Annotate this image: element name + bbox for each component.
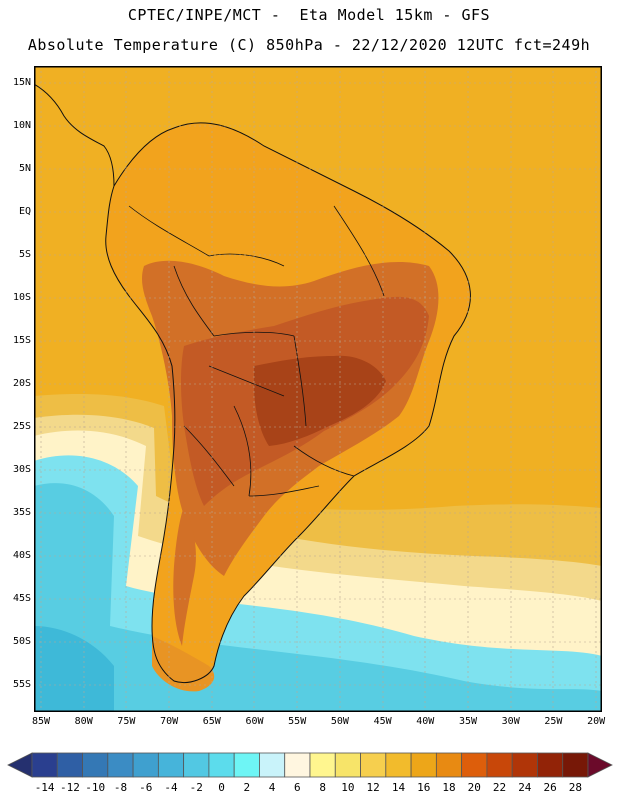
- longitude-label: 70W: [160, 716, 179, 727]
- longitude-label: 25W: [544, 716, 563, 727]
- colorbar-label: 0: [218, 781, 225, 794]
- latitude-label: 10S: [12, 292, 31, 303]
- longitude-label: 60W: [245, 716, 264, 727]
- colorbar-max-arrow: [587, 752, 613, 778]
- colorbar-label: 28: [568, 781, 582, 794]
- latitude-label: 30S: [12, 464, 31, 475]
- latitude-label: 25S: [12, 421, 31, 432]
- colorbar-swatch: [360, 752, 387, 778]
- colorbar-swatch: [461, 752, 488, 778]
- longitude-label: 20W: [587, 716, 606, 727]
- map-border: [34, 66, 602, 712]
- patagonia-tip: [152, 636, 215, 692]
- colorbar-label: 22: [492, 781, 507, 794]
- latitude-label: 15S: [12, 335, 31, 346]
- colorbar-label: 2: [243, 781, 251, 794]
- colorbar-label: 14: [391, 781, 406, 794]
- longitude-label: 40W: [416, 716, 435, 727]
- colorbar-swatch: [410, 752, 437, 778]
- colorbar-swatch: [31, 752, 58, 778]
- colorbar: [7, 752, 613, 778]
- longitude-label: 35W: [458, 716, 478, 727]
- colorbar-swatch: [233, 752, 260, 778]
- colorbar-label: 26: [543, 781, 557, 794]
- latitude-label: 45S: [12, 593, 31, 604]
- colorbar-label: -12: [59, 781, 80, 794]
- latitude-label: 10N: [12, 120, 31, 131]
- colorbar-swatch: [486, 752, 513, 778]
- longitude-label: 30W: [501, 716, 520, 727]
- longitude-label: 75W: [117, 716, 136, 727]
- longitude-label: 65W: [202, 716, 221, 727]
- colorbar-label: 12: [366, 781, 380, 794]
- colorbar-label: 20: [467, 781, 481, 794]
- longitude-label: 45W: [373, 716, 392, 727]
- colorbar-swatch: [385, 752, 412, 778]
- colorbar-swatch: [107, 752, 134, 778]
- latitude-label: EQ: [18, 206, 31, 217]
- colorbar-swatch: [284, 752, 311, 778]
- map-title-line-2: Absolute Temperature (C) 850hPa - 22/12/…: [27, 36, 591, 54]
- colorbar-label: -6: [139, 781, 153, 794]
- colorbar-swatch: [82, 752, 109, 778]
- longitude-label: 55W: [288, 716, 307, 727]
- colorbar-label: 10: [341, 781, 355, 794]
- colorbar-swatch: [259, 752, 286, 778]
- colorbar-label: -14: [34, 781, 55, 794]
- latitude-label: 5N: [18, 163, 31, 174]
- colorbar-label: -2: [189, 781, 203, 794]
- colorbar-label: -10: [85, 781, 106, 794]
- colorbar-label: 16: [417, 781, 431, 794]
- latitude-label: 40S: [12, 550, 31, 561]
- ocean-band-blue: [34, 626, 114, 712]
- latitude-label: 15N: [12, 77, 31, 88]
- latitude-label: 5S: [18, 249, 31, 260]
- colorbar-label: 6: [294, 781, 301, 794]
- colorbar-min-arrow: [7, 752, 33, 778]
- andes-warm-strip: [173, 506, 196, 646]
- temperature-map: [34, 66, 602, 712]
- colorbar-swatch: [334, 752, 361, 778]
- colorbar-swatch: [132, 752, 159, 778]
- colorbar-label: -4: [164, 781, 178, 794]
- colorbar-label: -8: [113, 781, 128, 794]
- map-title-line-1: CPTEC/INPE/MCT - Eta Model 15km - GFS: [127, 6, 491, 24]
- colorbar-swatch: [309, 752, 336, 778]
- colorbar-swatch: [537, 752, 564, 778]
- longitude-label: 50W: [330, 716, 349, 727]
- colorbar-swatch: [183, 752, 210, 778]
- colorbar-label: 18: [442, 781, 456, 794]
- latitude-label: 55S: [12, 679, 31, 690]
- colorbar-swatch: [511, 752, 538, 778]
- hottest-core-zone: [254, 355, 386, 446]
- colorbar-swatch: [562, 752, 589, 778]
- colorbar-swatch: [157, 752, 185, 778]
- colorbar-swatch: [56, 752, 83, 778]
- longitude-label: 85W: [31, 716, 51, 727]
- latitude-label: 20S: [12, 378, 31, 389]
- colorbar-label: 24: [518, 781, 532, 794]
- colorbar-swatch: [435, 752, 463, 778]
- colorbar-label: 4: [268, 781, 276, 794]
- colorbar-swatch: [208, 752, 235, 778]
- colorbar-label: 8: [319, 781, 326, 794]
- central-america-outline: [34, 83, 115, 187]
- latitude-label: 35S: [12, 507, 31, 518]
- coastline: [105, 122, 471, 683]
- longitude-label: 80W: [74, 716, 93, 727]
- latitude-label: 50S: [12, 636, 31, 647]
